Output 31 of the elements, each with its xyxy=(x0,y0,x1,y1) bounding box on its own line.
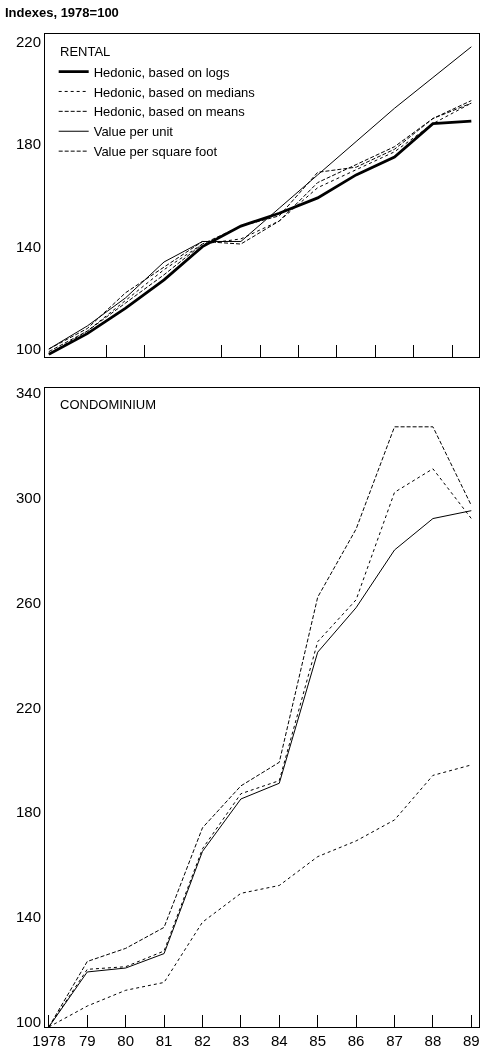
legend-label: Hedonic, based on medians xyxy=(93,84,256,100)
x-tick-label: 88 xyxy=(424,1032,442,1049)
y-tick-label: 100 xyxy=(15,340,41,358)
y-tick-label: 180 xyxy=(15,803,41,821)
x-tick-label: 83 xyxy=(232,1032,250,1049)
x-tick-label: 79 xyxy=(78,1032,96,1049)
x-tick-label: 81 xyxy=(155,1032,173,1049)
y-tick-label: 180 xyxy=(15,135,41,153)
text: RENTAL xyxy=(60,44,111,59)
x-tick-label: 87 xyxy=(386,1032,403,1049)
y-tick-label: 220 xyxy=(15,32,41,50)
text: CONDOMINIUM xyxy=(60,397,157,412)
y-tick-label: 220 xyxy=(15,698,41,716)
y-tick-label: 260 xyxy=(15,593,41,611)
x-tick-label: 82 xyxy=(194,1032,211,1049)
y-tick-label: 340 xyxy=(15,384,41,401)
legend-label: Hedonic, based on logs xyxy=(93,64,231,80)
x-tick-label: 84 xyxy=(270,1032,288,1049)
x-tick-label: 89 xyxy=(462,1032,480,1049)
x-tick-label: 86 xyxy=(347,1032,365,1049)
y-tick-label: 140 xyxy=(15,908,41,926)
legend-label: Value per square foot xyxy=(93,144,218,160)
y-axis-title: Indexes, 1978=100 xyxy=(5,5,119,20)
x-tick-label: 1978 xyxy=(32,1032,66,1049)
y-tick-label: 140 xyxy=(15,237,41,255)
y-tick-label: 300 xyxy=(15,488,41,506)
x-tick-label: 85 xyxy=(309,1032,327,1049)
y-tick-label: 100 xyxy=(15,1013,41,1031)
x-tick-label: 80 xyxy=(117,1032,134,1049)
legend-label: Value per unit xyxy=(93,124,174,140)
legend-label: Hedonic, based on means xyxy=(93,104,246,120)
